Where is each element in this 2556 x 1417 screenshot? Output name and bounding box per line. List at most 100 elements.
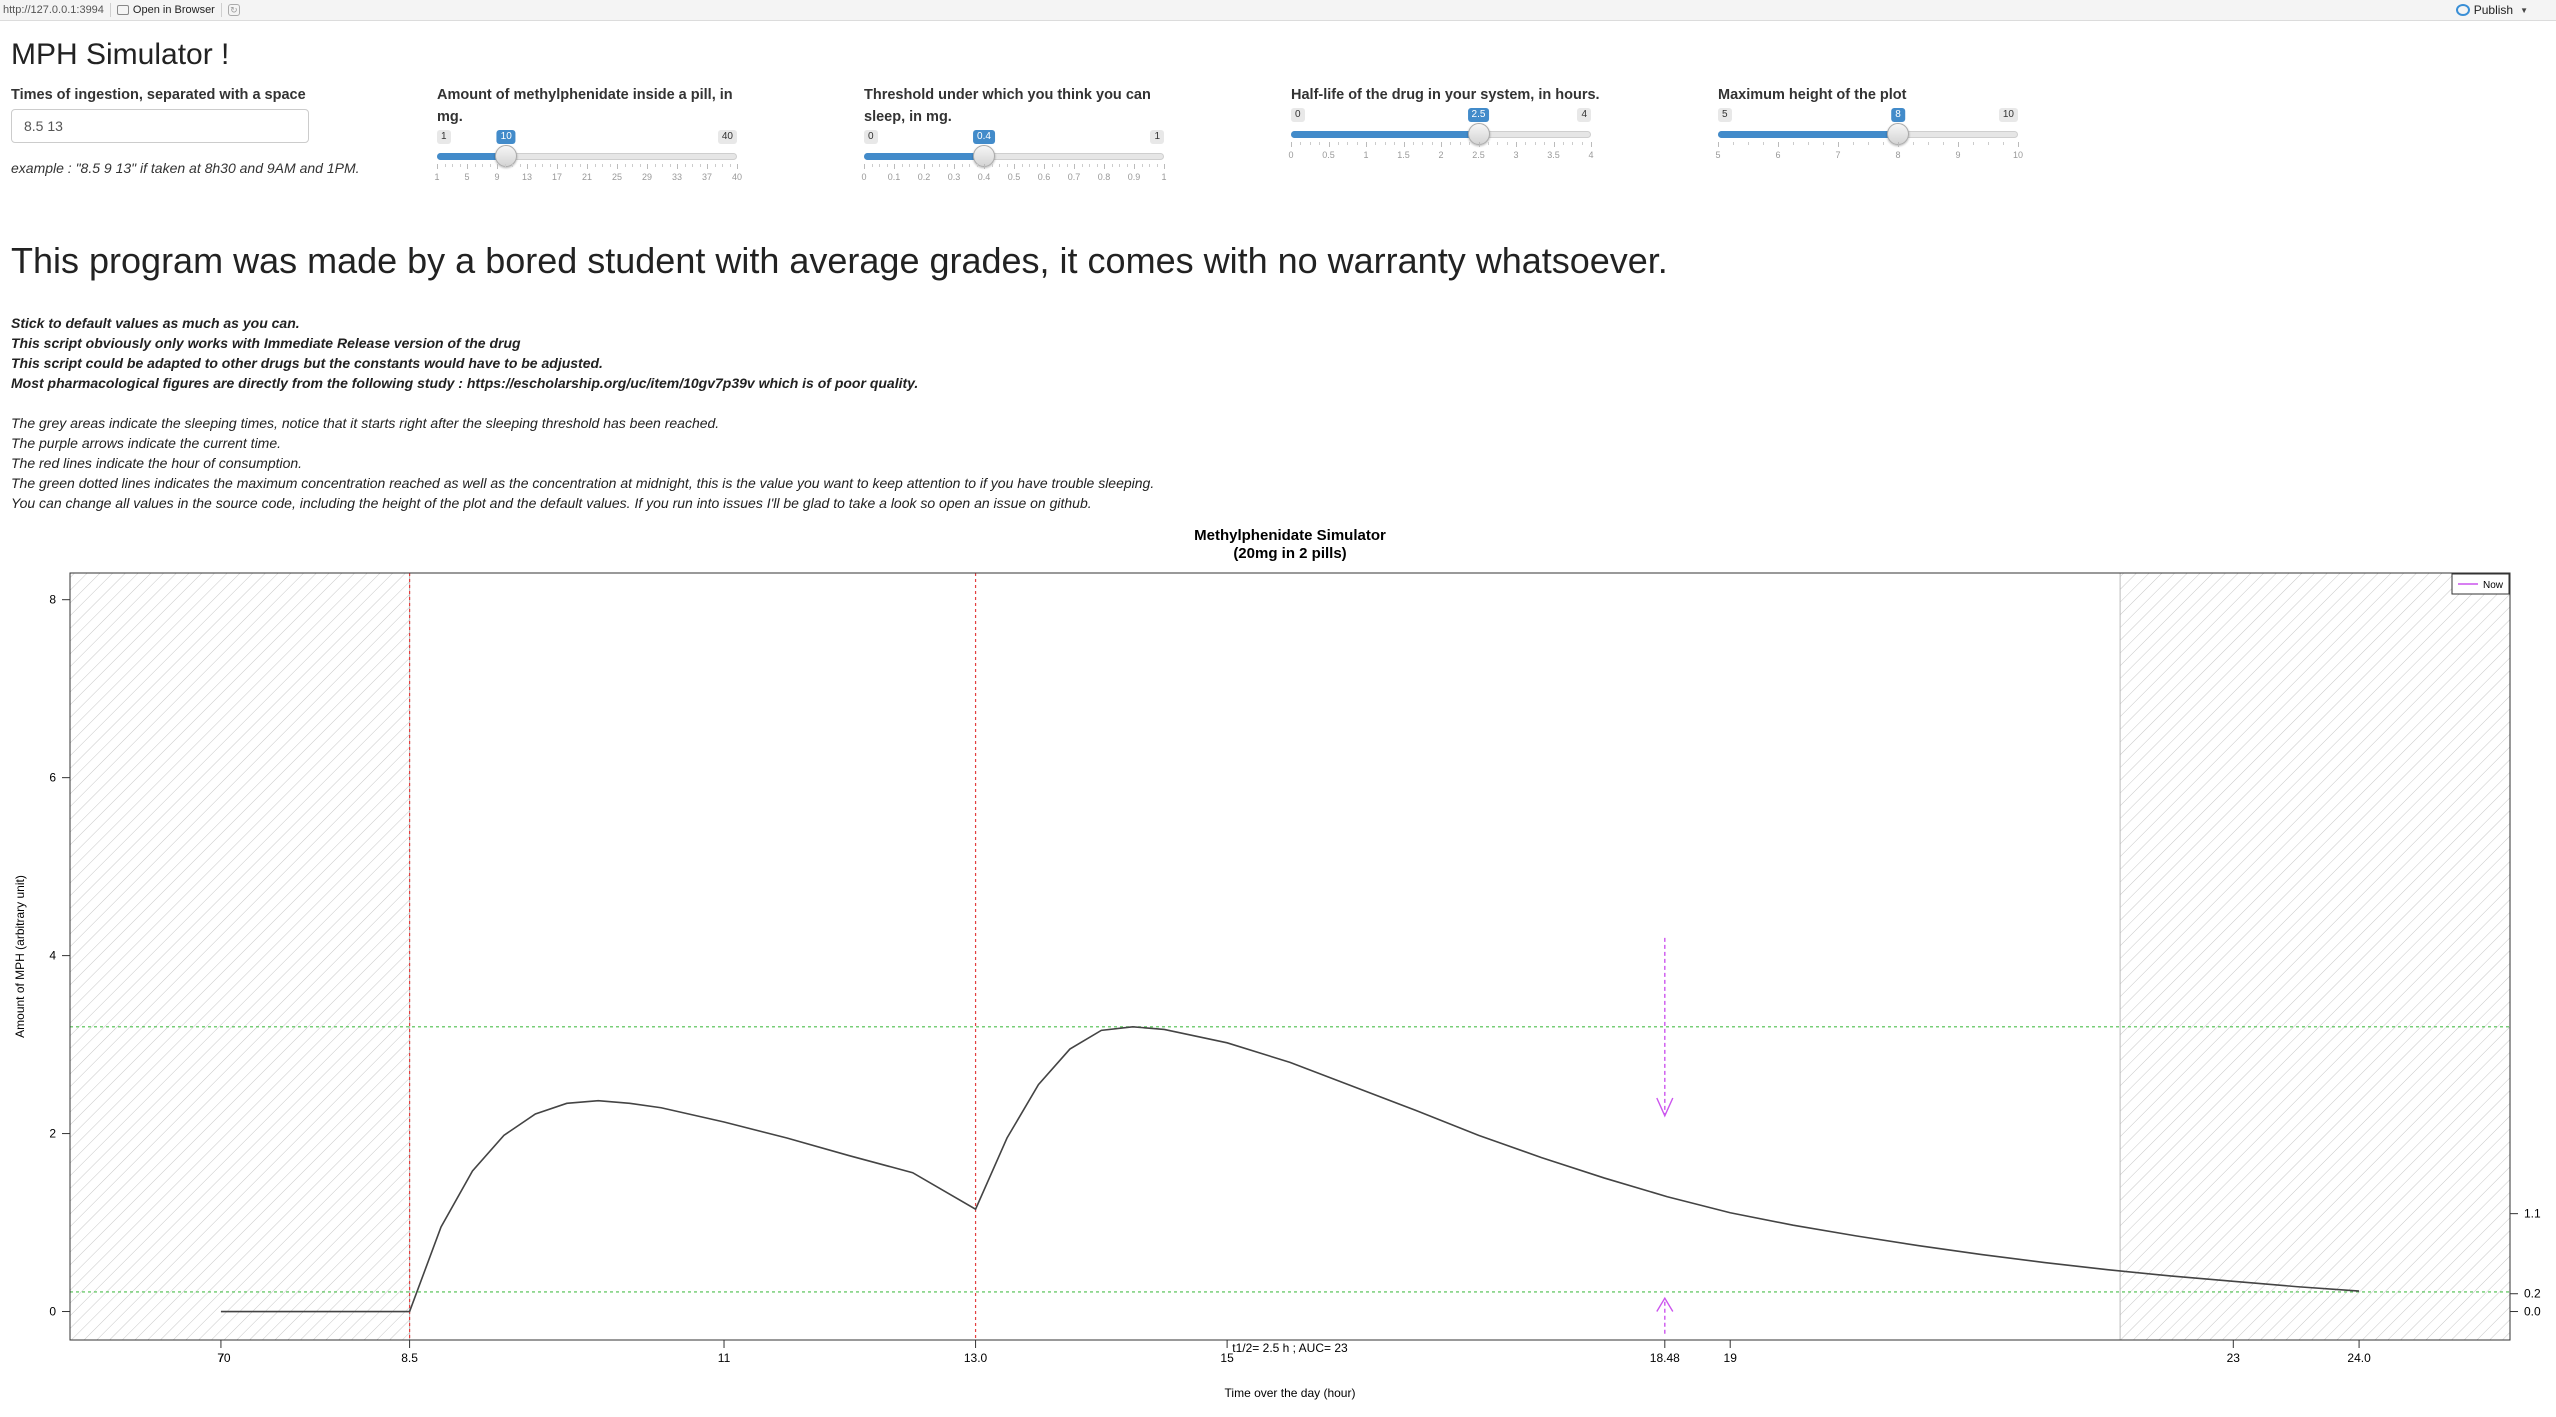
right-tick-label: 0.2 [2524, 1287, 2541, 1301]
slider-minor-tick [1572, 142, 1574, 145]
refresh-icon[interactable]: ↻ [227, 4, 240, 16]
page-title: MPH Simulator ! [11, 38, 230, 71]
slider-minor-tick [594, 164, 596, 167]
slider-max-label: 4 [1577, 108, 1591, 122]
x-tick-label-overlap: 70 [217, 1351, 231, 1365]
pill-slider[interactable]: 1 40 10 1 5 9 13 17 21 25 29 33 37 40 [434, 130, 742, 190]
slider-tick [1403, 142, 1405, 147]
slider-tick-label: 2 [1438, 150, 1444, 160]
legend-entry: Now [2483, 580, 2504, 591]
slider-tick [647, 164, 648, 169]
slider-tick-label: 0.8 [1097, 172, 1111, 182]
halflife-slider-label: Half-life of the drug in your system, in… [1291, 87, 1600, 103]
slider-minor-tick [1525, 142, 1527, 145]
slider-minor-tick [564, 164, 566, 167]
times-input[interactable] [11, 109, 309, 143]
slider-minor-tick [1808, 142, 1809, 145]
slider-minor-tick [1748, 142, 1749, 145]
pill-slider-label: Amount of methylphenidate inside a pill,… [437, 87, 733, 125]
threshold-slider[interactable]: 0 1 0.4 0 0.1 0.2 0.3 0.4 0.5 0.6 0.7 0.8 0.9 1 [861, 130, 1167, 190]
slider-minor-tick [1973, 142, 1974, 145]
x-tick-label: 24.0 [2347, 1351, 2371, 1365]
halflife-slider[interactable]: 0 4 2.5 0 0.5 1 1.5 2 2.5 3 3.5 4 [1288, 108, 1594, 168]
slider-minor-tick [1506, 142, 1508, 145]
slider-tick [1164, 164, 1165, 169]
slider-minor-tick [946, 164, 948, 167]
slider-max-label: 10 [1998, 108, 2018, 122]
slider-minor-tick [1021, 164, 1023, 167]
slider-tick-label: 1 [1161, 172, 1167, 182]
slider-tick-label: 0.5 [1007, 172, 1021, 182]
slider-tick-label: 21 [581, 172, 593, 182]
note-line: The green dotted lines indicates the max… [11, 475, 1155, 491]
slider-minor-tick [1487, 142, 1489, 145]
times-input-label: Times of ingestion, separated with a spa… [11, 87, 306, 103]
slider-minor-tick [444, 164, 446, 167]
slider-minor-tick [1988, 142, 1989, 145]
slider-tick [1516, 142, 1517, 147]
note-line: The grey areas indicate the sleeping tim… [11, 415, 720, 431]
slider-minor-tick [1006, 164, 1008, 167]
slider-tick-label: 1 [1363, 150, 1369, 160]
slider-minor-tick [879, 164, 880, 167]
y-tick-label: 8 [49, 593, 56, 607]
slider-minor-tick [452, 164, 453, 167]
publish-button[interactable]: Publish ▼ [2455, 3, 2528, 17]
y-tick-label: 4 [49, 949, 56, 963]
open-in-browser-label: Open in Browser [132, 4, 215, 16]
slider-tick-label: 10 [2012, 150, 2024, 160]
slider-tick [1104, 164, 1105, 169]
slider-tick [1958, 142, 1959, 147]
slider-minor-tick [714, 164, 716, 167]
slider-minor-tick [1469, 142, 1471, 145]
x-tick-label: 8.5 [401, 1351, 418, 1365]
slider-handle[interactable] [495, 145, 518, 167]
slider-minor-tick [999, 164, 1000, 167]
slider-tick [737, 164, 738, 169]
slider-minor-tick [512, 164, 513, 167]
height-slider[interactable]: 5 10 8 5 6 7 8 9 10 [1715, 108, 2023, 168]
slider-tick [1778, 142, 1779, 147]
note-line: The purple arrows indicate the current t… [11, 435, 282, 451]
slider-minor-tick [1111, 164, 1113, 167]
slider-minor-tick [722, 164, 723, 167]
slider-tick-label: 0.3 [947, 172, 961, 182]
slider-tick [677, 164, 678, 169]
slider-min-label: 0 [1291, 108, 1305, 122]
slider-tick-label: 37 [701, 172, 713, 182]
slider-tick [617, 164, 618, 169]
slider-minor-tick [729, 164, 731, 167]
slider-minor-tick [909, 164, 910, 167]
y-tick-label: 6 [49, 771, 56, 785]
toolbar-divider [109, 3, 111, 17]
slider-minor-tick [1051, 164, 1053, 167]
open-in-browser-button[interactable]: Open in Browser [116, 4, 215, 16]
slider-tick [1074, 164, 1075, 169]
toolbar-divider [220, 3, 222, 17]
slider-min-label: 5 [1718, 108, 1732, 122]
slider-tick [1898, 142, 1899, 147]
slider-tick [1478, 142, 1480, 147]
y-axis-title: Amount of MPH (arbitrary unit) [13, 875, 27, 1038]
right-tick-label: 1.1 [2524, 1207, 2541, 1221]
legend-box [2451, 573, 2510, 595]
slider-tick [587, 164, 588, 169]
slider-minor-tick [1394, 142, 1396, 145]
slider-minor-tick [1853, 142, 1854, 145]
slider-minor-tick [459, 164, 461, 167]
slider-minor-tick [1384, 142, 1386, 145]
slider-min-label: 0 [864, 130, 878, 144]
slider-minor-tick [886, 164, 888, 167]
slider-fill [1718, 131, 1898, 138]
slider-value-label: 10 [496, 130, 516, 144]
slider-minor-tick [1300, 142, 1302, 145]
slider-value-label: 0.4 [973, 130, 995, 144]
slider-minor-tick [1733, 142, 1734, 145]
slider-minor-tick [632, 164, 633, 167]
slider-tick [1838, 142, 1839, 147]
slider-tick [437, 164, 438, 169]
chart-annotation: t1/2= 2.5 h ; AUC= 23 [1232, 1341, 1348, 1355]
slider-tick [1044, 164, 1045, 169]
now-arrowhead-up [1656, 1296, 1674, 1312]
slider-minor-tick [549, 164, 551, 167]
